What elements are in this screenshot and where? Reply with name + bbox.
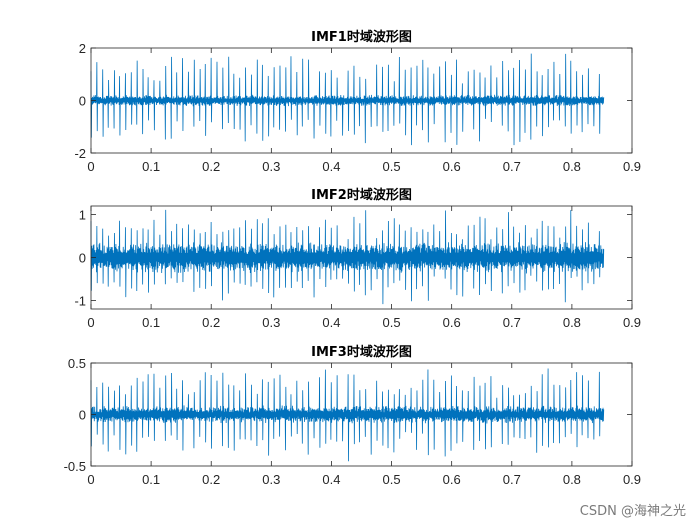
y-tick-label: 1 (79, 208, 86, 223)
y-tick-label: 2 (79, 41, 86, 56)
x-tick-label: 0.2 (202, 159, 220, 174)
x-tick-label: 0.3 (262, 472, 280, 487)
x-tick-label: 0.3 (262, 315, 280, 330)
x-tick-label: 0.1 (142, 159, 160, 174)
x-tick-label: 0.1 (142, 472, 160, 487)
signal-line (90, 368, 605, 462)
y-tick-label: 0 (79, 408, 86, 423)
x-tick-label: 0.9 (623, 472, 641, 487)
subplot-title: IMF3时域波形图 (311, 344, 412, 360)
x-tick-label: 0.9 (623, 315, 641, 330)
signal-line (90, 53, 605, 146)
x-tick-label: 0.6 (443, 472, 461, 487)
y-tick-label: 0 (79, 94, 86, 109)
x-tick-label: 0.6 (443, 159, 461, 174)
subplot-title: IMF2时域波形图 (311, 187, 412, 203)
x-tick-label: 0.2 (202, 472, 220, 487)
x-tick-label: 0.7 (503, 159, 521, 174)
x-tick-label: 0.1 (142, 315, 160, 330)
x-tick-label: 0.3 (262, 159, 280, 174)
x-tick-label: 0 (87, 159, 94, 174)
subplot-title: IMF1时域波形图 (311, 29, 412, 45)
y-tick-label: -1 (74, 293, 86, 308)
y-tick-label: 0.5 (68, 356, 86, 371)
x-tick-label: 0.6 (443, 315, 461, 330)
watermark: CSDN @海神之光 (579, 504, 686, 519)
subplot-3: 0 0.1 0.2 0.3 0.4 0.5 0.6 0.7 0.8 0.9-0.500.5IMF3… (64, 344, 641, 487)
y-tick-label: -2 (74, 146, 86, 161)
subplot-2: 0 0.1 0.2 0.3 0.4 0.5 0.6 0.7 0.8 0.9-101IMF2时域波形… (74, 187, 641, 330)
x-tick-label: 0.5 (383, 472, 401, 487)
x-tick-label: 0.8 (563, 472, 581, 487)
y-tick-label: -0.5 (64, 459, 86, 474)
x-tick-label: 0.2 (202, 315, 220, 330)
y-tick-label: 0 (79, 251, 86, 266)
x-tick-label: 0.7 (503, 315, 521, 330)
x-tick-label: 0 (87, 472, 94, 487)
x-tick-label: 0 (87, 315, 94, 330)
subplot-1: 0 0.1 0.2 0.3 0.4 0.5 0.6 0.7 0.8 0.9-202IMF1时域波形… (74, 29, 641, 174)
x-tick-label: 0.9 (623, 159, 641, 174)
x-tick-label: 0.4 (322, 472, 340, 487)
signal-line (90, 209, 605, 305)
x-tick-label: 0.8 (563, 159, 581, 174)
x-tick-label: 0.4 (322, 159, 340, 174)
x-tick-label: 0.8 (563, 315, 581, 330)
x-tick-label: 0.5 (383, 315, 401, 330)
x-tick-label: 0.4 (322, 315, 340, 330)
x-tick-label: 0.5 (383, 159, 401, 174)
x-tick-label: 0.7 (503, 472, 521, 487)
